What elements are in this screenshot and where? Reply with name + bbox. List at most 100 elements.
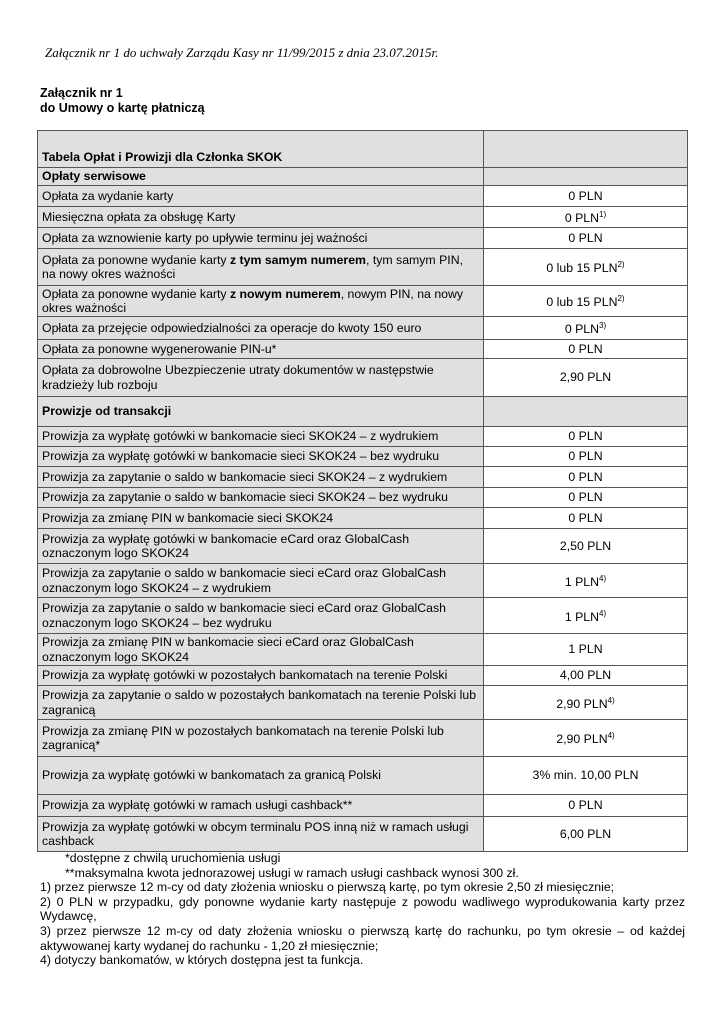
fee-amount: 2,90 PLN [559,370,612,385]
table-row: Prowizja za wypłatę gotówki w bankomacie… [37,426,688,447]
label-text: Prowizja za wypłatę gotówki w bankomacie… [42,429,439,444]
footnote-ref: 2) [617,294,625,304]
fee-value: 0 PLN [483,227,688,249]
label-text: Prowizja za zmianę PIN w bankomacie siec… [42,635,414,664]
label-text: Miesięczna opłata za obsługę Karty [42,209,236,224]
fee-label: Miesięczna opłata za obsługę Karty [37,206,484,228]
fee-amount: 0 PLN [568,429,603,444]
label-text: Opłata za wznowienie karty po upływie te… [42,230,368,245]
fee-value: 0 PLN [483,507,688,529]
fee-label: Prowizja za wypłatę gotówki w bankomatac… [37,756,484,795]
fee-value [483,167,688,186]
fee-value: 0 lub 15 PLN2) [483,248,688,286]
fee-label: Opłata za wydanie karty [37,185,484,207]
label-text: Prowizja za zapytanie o saldo w bankomac… [42,469,448,484]
footnote-ref: 3) [599,321,607,331]
footnote: *dostępne z chwilą uruchomienia usługi [65,851,281,865]
fee-label: Opłata za ponowne wydanie karty z nowym … [37,285,484,317]
table-row: Prowizja za zapytanie o saldo w pozostał… [37,685,688,720]
fee-label: Opłaty serwisowe [37,167,484,186]
fee-value: 0 lub 15 PLN2) [483,285,688,317]
fee-amount: 2,50 PLN [559,538,612,553]
fee-amount: 0 PLN [568,510,603,525]
fee-value: 4,00 PLN [483,665,688,686]
table-row: Prowizja za zmianę PIN w pozostałych ban… [37,719,688,757]
table-row: Opłata za ponowne wydanie karty z nowym … [37,285,688,317]
footnote: 3) przez pierwsze 12 m-cy od daty złożen… [40,923,685,953]
fee-value: 0 PLN [483,446,688,467]
label-text: z tym samym numerem [229,252,366,267]
fee-label: Prowizja za zmianę PIN w bankomacie siec… [37,507,484,529]
fee-label: Opłata za ponowne wydanie karty z tym sa… [37,248,484,286]
fee-amount: 0 lub 15 PLN [546,295,618,310]
fee-label: Prowizja za wypłatę gotówki w bankomacie… [37,528,484,564]
fee-table: Tabela Opłat i Prowizji dla Członka SKOK… [37,130,688,852]
label-text: Prowizja za zapytanie o saldo w bankomac… [42,566,446,595]
fee-amount: 2,90 PLN [556,696,608,711]
table-row: Opłata za przejęcie odpowiedzialności za… [37,316,688,340]
fee-amount: 0 PLN [568,188,603,203]
label-text: Prowizja za wypłatę gotówki w bankomacie… [42,449,440,464]
table-row: Opłaty serwisowe [37,167,688,186]
fee-label: Prowizja za wypłatę gotówki w bankomacie… [37,446,484,467]
table-row: Prowizja za wypłatę gotówki w ramach usł… [37,794,688,817]
fee-label: Prowizja za zapytanie o saldo w bankomac… [37,487,484,508]
table-row: Prowizja za zapytanie o saldo w bankomac… [37,466,688,488]
label-text: Opłata za ponowne wydanie karty [42,252,230,267]
fee-amount: 0 PLN [568,798,603,813]
table-row: Opłata za wznowienie karty po upływie te… [37,227,688,249]
fee-value: 0 PLN3) [483,316,688,340]
fee-value: 6,00 PLN [483,816,688,852]
table-row: Opłata za wydanie karty 0 PLN [37,185,688,207]
footnote: **maksymalna kwota jednorazowej usługi w… [65,865,519,880]
fee-amount: 3% min. 10,00 PLN [532,768,639,783]
fee-amount: 1 PLN [564,574,600,589]
table-row: Prowizja za wypłatę gotówki w bankomacie… [37,528,688,564]
label-text: Opłaty serwisowe [42,169,146,184]
fee-amount: 0 PLN [568,230,603,245]
fee-value: 0 PLN [483,185,688,207]
fee-value: 0 PLN [483,426,688,447]
fee-value [483,396,688,427]
table-row: Opłata za ponowne wygenerowanie PIN-u* 0 … [37,339,688,359]
label-text: Prowizja za wypłatę gotówki w ramach usł… [42,798,353,813]
document-title: Załącznik nr 1 do Umowy o kartę płatnicz… [40,86,205,116]
fee-value: 3% min. 10,00 PLN [483,756,688,795]
table-row: Opłata za dobrowolne Ubezpieczenie utrat… [37,358,688,397]
label-text: Opłata za wydanie karty [42,188,174,203]
fee-label: Prowizja za wypłatę gotówki w ramach usł… [37,794,484,817]
fee-value [483,130,688,168]
fee-label: Prowizja za wypłatę gotówki w bankomacie… [37,426,484,447]
fee-value: 1 PLN4) [483,597,688,634]
fee-value: 0 PLN [483,794,688,817]
fee-label: Prowizja za zapytanie o saldo w pozostał… [37,685,484,720]
fee-label: Prowizja za zapytanie o saldo w bankomac… [37,597,484,634]
label-text: Prowizja za zmianę PIN w bankomacie siec… [42,510,334,525]
table-row: Tabela Opłat i Prowizji dla Członka SKOK [37,130,688,168]
table-row: Prowizja za zmianę PIN w bankomacie siec… [37,507,688,529]
table-row: Prowizje od transakcji [37,396,688,427]
fee-value: 2,50 PLN [483,528,688,564]
table-row: Prowizja za zapytanie o saldo w bankomac… [37,597,688,634]
label-text: Prowizja za wypłatę gotówki w pozostałyc… [42,668,448,683]
fee-amount: 0 PLN [568,490,603,505]
footnote-ref: 2) [617,260,625,270]
label-text: Prowizja za zapytanie o saldo w bankomac… [42,601,446,630]
table-row: Prowizja za zmianę PIN w bankomacie siec… [37,633,688,666]
fee-label: Prowizje od transakcji [37,396,484,427]
footnote-ref: 4) [599,608,607,618]
fee-amount: 0 lub 15 PLN [546,261,618,276]
fee-value: 2,90 PLN4) [483,719,688,757]
fee-amount: 0 PLN [568,469,603,484]
label-text: Opłata za ponowne wydanie karty [42,286,230,301]
label-text: z nowym numerem [229,286,341,301]
table-row: Prowizja za zapytanie o saldo w bankomac… [37,487,688,508]
label-text: , tym samym PIN, na nowy okres ważności [42,252,464,282]
fee-label: Prowizja za zapytanie o saldo w bankomac… [37,563,484,598]
title-line: do Umowy o kartę płatniczą [40,101,205,115]
header-line: Załącznik nr 1 do uchwały Zarządu Kasy n… [45,45,439,60]
fee-label: Prowizja za zapytanie o saldo w bankomac… [37,466,484,488]
footnote: 2) 0 PLN w przypadku, gdy ponowne wydani… [40,894,685,924]
table-row: Prowizja za wypłatę gotówki w pozostałyc… [37,665,688,686]
